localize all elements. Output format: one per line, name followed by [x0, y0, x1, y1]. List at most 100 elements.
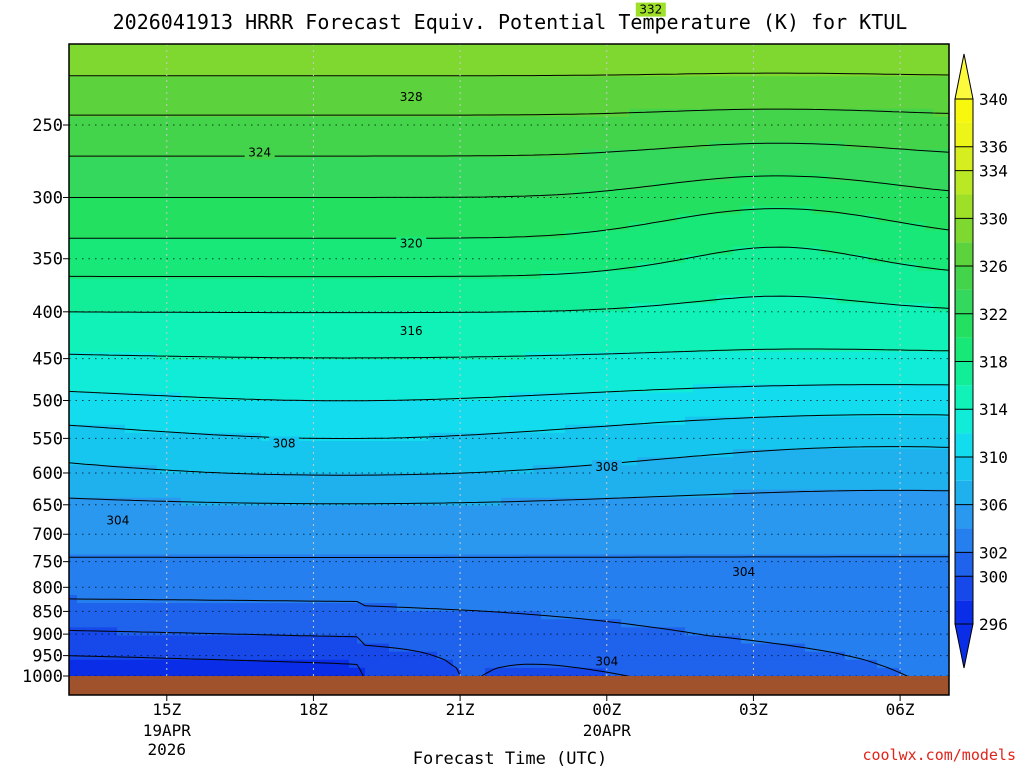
field-cell — [709, 327, 718, 337]
field-cell — [813, 52, 822, 61]
field-cell — [653, 52, 662, 61]
field-cell — [637, 230, 646, 240]
field-cell — [605, 222, 614, 231]
field-cell — [381, 335, 390, 345]
field-cell — [717, 92, 726, 102]
field-cell — [165, 141, 174, 150]
field-cell — [125, 60, 134, 69]
field-cell — [309, 335, 318, 345]
field-cell — [765, 384, 774, 394]
field-cell — [613, 254, 622, 264]
field-cell — [917, 84, 926, 94]
field-cell — [725, 68, 734, 78]
field-cell — [485, 141, 494, 150]
field-cell — [773, 173, 782, 183]
field-cell — [269, 157, 278, 167]
field-cell — [853, 311, 862, 321]
field-cell — [317, 189, 326, 199]
field-cell — [717, 319, 726, 329]
field-cell — [677, 230, 686, 240]
field-cell — [645, 108, 654, 118]
field-cell — [469, 392, 478, 402]
field-cell — [437, 141, 446, 150]
field-cell — [149, 384, 158, 394]
field-cell — [829, 84, 838, 94]
field-cell — [285, 189, 294, 199]
field-cell — [205, 408, 214, 418]
field-cell — [237, 133, 246, 142]
field-cell — [749, 278, 758, 288]
field-cell — [501, 335, 510, 345]
field-cell — [405, 173, 414, 183]
field-cell — [501, 92, 510, 102]
field-cell — [885, 165, 894, 175]
field-cell — [93, 351, 102, 361]
field-cell — [93, 108, 102, 118]
field-cell — [109, 214, 118, 223]
field-cell — [653, 368, 662, 377]
field-cell — [893, 141, 902, 150]
field-cell — [589, 165, 598, 175]
field-cell — [133, 222, 142, 231]
field-cell — [693, 392, 702, 402]
field-cell — [525, 157, 534, 167]
field-cell — [621, 295, 630, 304]
field-cell — [197, 254, 206, 264]
field-cell — [125, 246, 134, 256]
field-cell — [461, 181, 470, 191]
field-cell — [93, 116, 102, 126]
field-cell — [349, 173, 358, 183]
field-cell — [469, 335, 478, 345]
field-cell — [773, 52, 782, 61]
field-cell — [349, 165, 358, 175]
field-cell — [645, 295, 654, 304]
field-cell — [533, 92, 542, 102]
field-cell — [461, 60, 470, 69]
field-cell — [861, 392, 870, 402]
field-cell — [429, 189, 438, 199]
field-cell — [589, 254, 598, 264]
field-cell — [621, 76, 630, 86]
field-cell — [189, 52, 198, 61]
field-cell — [461, 384, 470, 394]
field-cell — [133, 125, 142, 134]
field-cell — [933, 343, 942, 353]
field-cell — [189, 311, 198, 321]
field-cell — [429, 327, 438, 337]
field-cell — [917, 189, 926, 199]
field-cell — [797, 343, 806, 353]
field-cell — [445, 214, 454, 223]
field-cell — [453, 327, 462, 337]
field-cell — [477, 343, 486, 353]
field-cell — [357, 68, 366, 78]
field-cell — [205, 92, 214, 102]
field-cell — [181, 68, 190, 78]
field-cell — [301, 108, 310, 118]
field-cell — [413, 60, 422, 69]
field-cell — [429, 408, 438, 418]
field-cell — [85, 108, 94, 118]
field-cell — [453, 44, 462, 53]
field-cell — [933, 84, 942, 94]
field-cell — [125, 384, 134, 394]
field-cell — [757, 165, 766, 175]
field-cell — [341, 92, 350, 102]
field-cell — [261, 44, 270, 53]
field-cell — [677, 189, 686, 199]
field-cell — [941, 100, 950, 110]
field-cell — [669, 197, 678, 207]
field-cell — [645, 262, 654, 272]
field-cell — [509, 222, 518, 231]
field-cell — [85, 230, 94, 240]
field-cell — [853, 214, 862, 223]
plot-area: 336332328324320316308308304304304 — [68, 3, 950, 696]
field-cell — [477, 181, 486, 191]
field-cell — [125, 303, 134, 312]
field-cell — [125, 295, 134, 304]
field-cell — [765, 246, 774, 256]
field-cell — [509, 384, 518, 394]
field-cell — [133, 278, 142, 288]
field-cell — [637, 116, 646, 126]
field-cell — [829, 206, 838, 215]
field-cell — [269, 246, 278, 256]
